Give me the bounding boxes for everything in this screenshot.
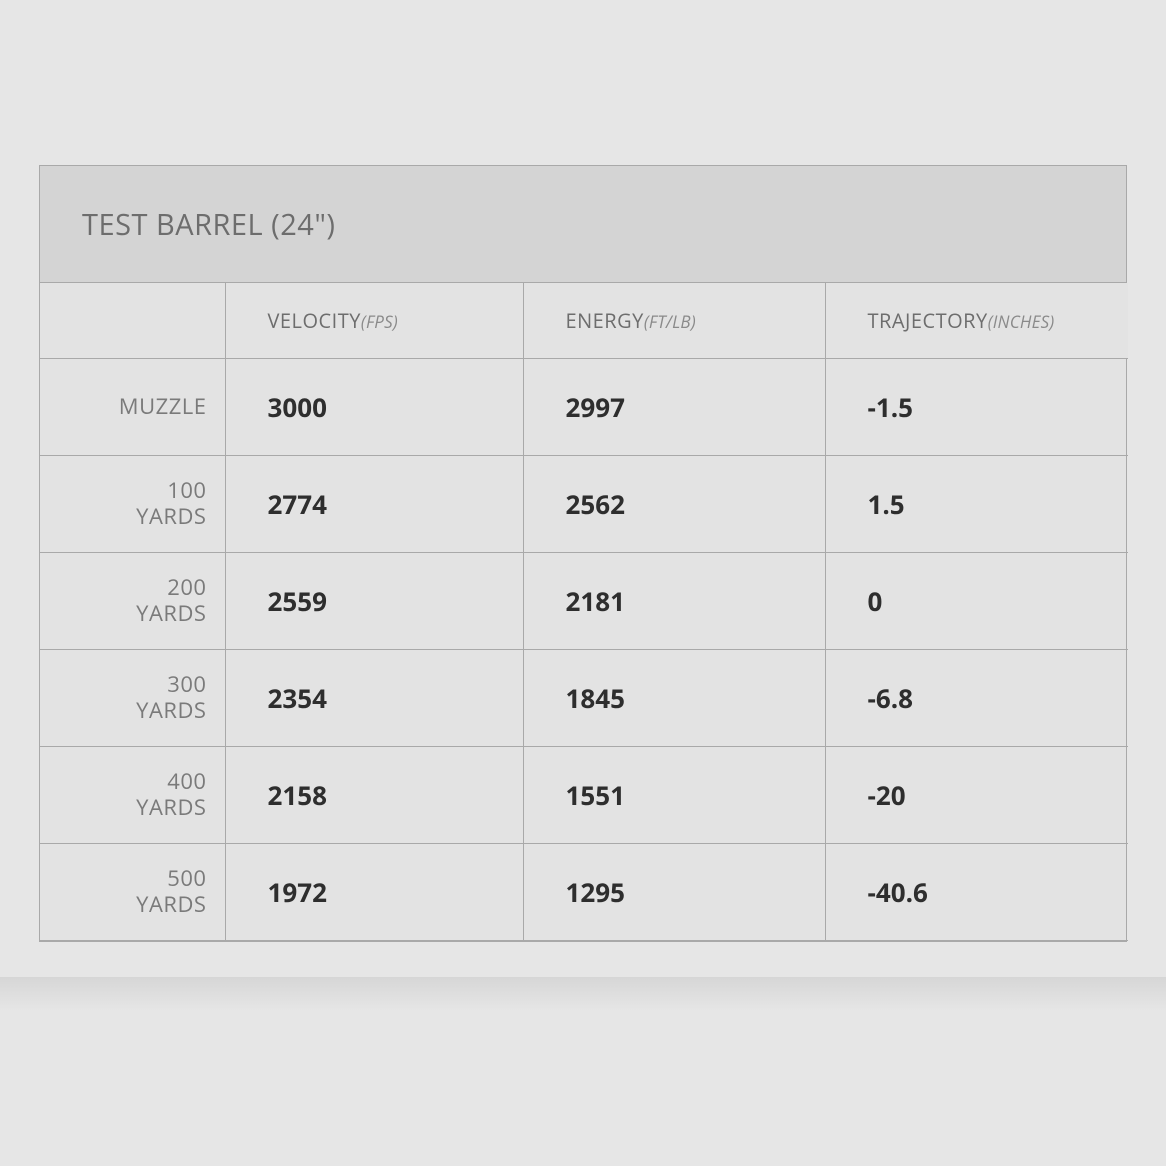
cell-energy: 2181 — [523, 552, 825, 649]
header-label: TRAJECTORY — [868, 307, 988, 334]
header-label: ENERGY — [566, 307, 644, 334]
row-label-text: YARDS — [40, 795, 207, 820]
header-row: VELOCITY(FPS) ENERGY(FT/LB) TRAJECTORY(I… — [40, 283, 1128, 358]
cell-energy: 2997 — [523, 358, 825, 455]
cell-velocity: 2158 — [225, 746, 523, 843]
row-label-text: YARDS — [40, 698, 207, 723]
header-label: VELOCITY — [268, 307, 361, 334]
header-unit: (FT/LB) — [644, 310, 696, 333]
header-energy: ENERGY(FT/LB) — [523, 283, 825, 358]
header-velocity: VELOCITY(FPS) — [225, 283, 523, 358]
table-row: 200 YARDS 2559 2181 0 — [40, 552, 1128, 649]
table-row: MUZZLE 3000 2997 -1.5 — [40, 358, 1128, 455]
cell-velocity: 2559 — [225, 552, 523, 649]
cell-trajectory: 1.5 — [825, 455, 1128, 552]
cell-velocity: 2774 — [225, 455, 523, 552]
ballistics-table: VELOCITY(FPS) ENERGY(FT/LB) TRAJECTORY(I… — [40, 283, 1128, 941]
table-body: MUZZLE 3000 2997 -1.5 100 YARDS 2774 256… — [40, 358, 1128, 940]
cell-energy: 2562 — [523, 455, 825, 552]
row-label-num: 500 — [40, 866, 207, 891]
row-label-num: 300 — [40, 672, 207, 697]
table-row: 100 YARDS 2774 2562 1.5 — [40, 455, 1128, 552]
table-row: 400 YARDS 2158 1551 -20 — [40, 746, 1128, 843]
row-label-text: MUZZLE — [40, 394, 207, 419]
row-label: MUZZLE — [40, 358, 225, 455]
cell-trajectory: -20 — [825, 746, 1128, 843]
row-label-text: YARDS — [40, 601, 207, 626]
cell-trajectory: -40.6 — [825, 843, 1128, 940]
page: TEST BARREL (24") VELOCITY(FPS) ENERGY(F… — [0, 0, 1166, 1166]
row-label: 500 YARDS — [40, 843, 225, 940]
header-unit: (INCHES) — [988, 310, 1055, 333]
cell-velocity: 3000 — [225, 358, 523, 455]
card-title: TEST BARREL (24") — [40, 166, 1126, 283]
row-label-num: 200 — [40, 575, 207, 600]
row-label-text: YARDS — [40, 504, 207, 529]
cell-trajectory: -6.8 — [825, 649, 1128, 746]
table-row: 500 YARDS 1972 1295 -40.6 — [40, 843, 1128, 940]
header-trajectory: TRAJECTORY(INCHES) — [825, 283, 1128, 358]
row-label: 200 YARDS — [40, 552, 225, 649]
cell-velocity: 2354 — [225, 649, 523, 746]
row-label: 300 YARDS — [40, 649, 225, 746]
cell-trajectory: -1.5 — [825, 358, 1128, 455]
cell-energy: 1295 — [523, 843, 825, 940]
cell-energy: 1845 — [523, 649, 825, 746]
header-unit: (FPS) — [361, 310, 398, 333]
bottom-shadow — [0, 977, 1166, 1011]
row-label: 400 YARDS — [40, 746, 225, 843]
cell-velocity: 1972 — [225, 843, 523, 940]
row-label: 100 YARDS — [40, 455, 225, 552]
table-row: 300 YARDS 2354 1845 -6.8 — [40, 649, 1128, 746]
ballistics-card: TEST BARREL (24") VELOCITY(FPS) ENERGY(F… — [39, 165, 1127, 942]
row-label-num: 400 — [40, 769, 207, 794]
cell-energy: 1551 — [523, 746, 825, 843]
cell-trajectory: 0 — [825, 552, 1128, 649]
row-label-num: 100 — [40, 478, 207, 503]
row-label-text: YARDS — [40, 892, 207, 917]
header-blank — [40, 283, 225, 358]
